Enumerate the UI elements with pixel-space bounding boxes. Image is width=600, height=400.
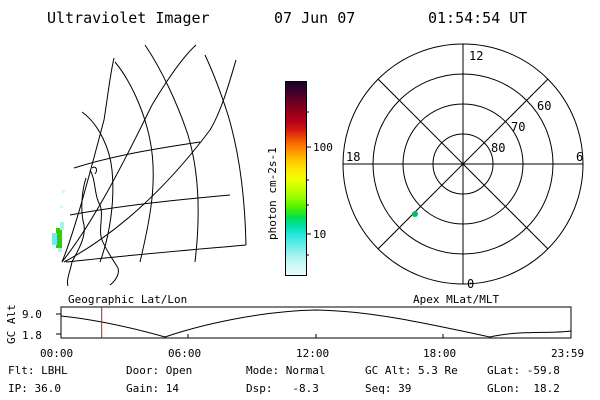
- info-ip: IP: 36.0: [8, 382, 61, 395]
- polar-label-6: 6: [576, 150, 583, 164]
- alt-ytick-1-8: 1.8: [22, 329, 42, 342]
- alt-ytick-9: 9.0: [22, 308, 42, 321]
- polar-caption: Apex MLat/MLT: [413, 293, 500, 306]
- polar-label-12: 12: [469, 49, 483, 63]
- colorbar-tick-10: 10: [313, 228, 326, 241]
- date-label: 07 Jun 07: [274, 9, 356, 27]
- polar-label-0: 0: [467, 277, 474, 291]
- colorbar-label: photon cm-2s-1: [266, 147, 279, 240]
- info-dsp: Dsp: -8.3: [246, 382, 319, 395]
- left-panel-caption: Geographic Lat/Lon: [68, 293, 188, 306]
- alt-xtick-1200: 12:00: [296, 347, 329, 360]
- info-gain: Gain: 14: [126, 382, 179, 395]
- info-seq: Seq: 39: [365, 382, 412, 395]
- info-flt: Flt: LBHL: [8, 364, 68, 377]
- polar-lat-80: 80: [491, 141, 505, 155]
- polar-lat-60: 60: [537, 99, 551, 113]
- colorbar-tick-100: 100: [313, 141, 333, 154]
- alt-xtick-2359: 23:59: [551, 347, 584, 360]
- altitude-curve: [60, 309, 572, 338]
- alt-xtick-0000: 00:00: [40, 347, 73, 360]
- emission-spot: [412, 211, 418, 217]
- alt-xtick-1800: 18:00: [423, 347, 456, 360]
- polar-label-18: 18: [346, 150, 360, 164]
- alt-xtick-0600: 06:00: [168, 347, 201, 360]
- instrument-title: Ultraviolet Imager: [47, 9, 210, 27]
- info-glon: GLon: 18.2: [487, 382, 560, 395]
- info-door: Door: Open: [126, 364, 193, 377]
- info-mode: Mode: Normal: [246, 364, 326, 377]
- colorbar: [285, 81, 307, 276]
- time-label: 01:54:54 UT: [428, 9, 528, 27]
- polar-lat-70: 70: [511, 120, 525, 134]
- info-gcalt: GC Alt: 5.3 Re: [365, 364, 458, 377]
- info-glat: GLat: -59.8: [487, 364, 560, 377]
- alt-ylabel: GC Alt: [5, 304, 18, 344]
